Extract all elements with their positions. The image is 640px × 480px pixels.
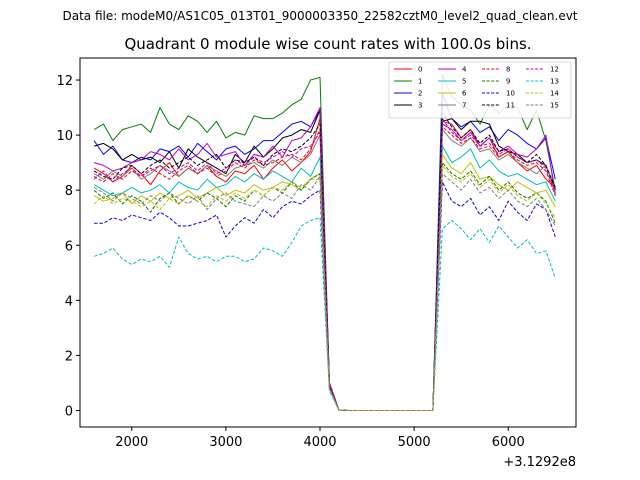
legend-label-9: 9 bbox=[506, 78, 510, 86]
legend-label-10: 10 bbox=[506, 90, 515, 98]
legend-label-6: 6 bbox=[462, 90, 467, 98]
series-layer bbox=[93, 74, 556, 411]
axes-frame bbox=[79, 57, 577, 428]
legend-label-5: 5 bbox=[462, 78, 466, 86]
legend-label-11: 11 bbox=[506, 102, 515, 110]
y-axis: 0 2 4 6 8 10 12 bbox=[56, 74, 80, 419]
x-tick-label: 5000 bbox=[398, 435, 431, 450]
legend-label-15: 15 bbox=[550, 102, 559, 110]
y-tick-label: 10 bbox=[56, 129, 73, 144]
x-offset-label: +3.1292e8 bbox=[503, 455, 576, 470]
series-line-11 bbox=[93, 112, 556, 411]
legend-frame bbox=[388, 61, 572, 119]
legend-label-8: 8 bbox=[506, 66, 510, 74]
legend-label-13: 13 bbox=[550, 78, 559, 86]
legend-label-1: 1 bbox=[418, 78, 422, 86]
y-tick-label: 2 bbox=[65, 349, 73, 364]
y-tick-label: 12 bbox=[56, 74, 73, 89]
figure-suptitle: Data file: modeM0/AS1C05_013T01_90000033… bbox=[62, 9, 577, 23]
legend-label-7: 7 bbox=[462, 102, 466, 110]
series-line-10 bbox=[94, 181, 556, 411]
legend-label-14: 14 bbox=[550, 90, 559, 98]
y-tick-label: 6 bbox=[65, 239, 73, 254]
series-line-13 bbox=[93, 217, 556, 411]
x-tick-label: 6000 bbox=[492, 435, 525, 450]
legend-label-2: 2 bbox=[418, 90, 422, 98]
legend-label-3: 3 bbox=[418, 102, 422, 110]
chart-title: Quadrant 0 module wise count rates with … bbox=[124, 35, 531, 53]
legend-label-0: 0 bbox=[418, 66, 422, 74]
y-tick-label: 8 bbox=[65, 184, 73, 199]
y-tick-label: 0 bbox=[65, 404, 73, 419]
x-tick-label: 4000 bbox=[303, 435, 336, 450]
legend-label-12: 12 bbox=[550, 66, 559, 74]
series-line-15 bbox=[93, 173, 556, 411]
x-tick-label: 3000 bbox=[209, 435, 242, 450]
y-tick-label: 4 bbox=[65, 294, 73, 309]
legend-label-4: 4 bbox=[462, 66, 467, 74]
x-tick-label: 2000 bbox=[115, 435, 148, 450]
series-line-12 bbox=[93, 118, 556, 411]
x-axis: 2000 3000 4000 5000 6000 bbox=[115, 427, 525, 450]
